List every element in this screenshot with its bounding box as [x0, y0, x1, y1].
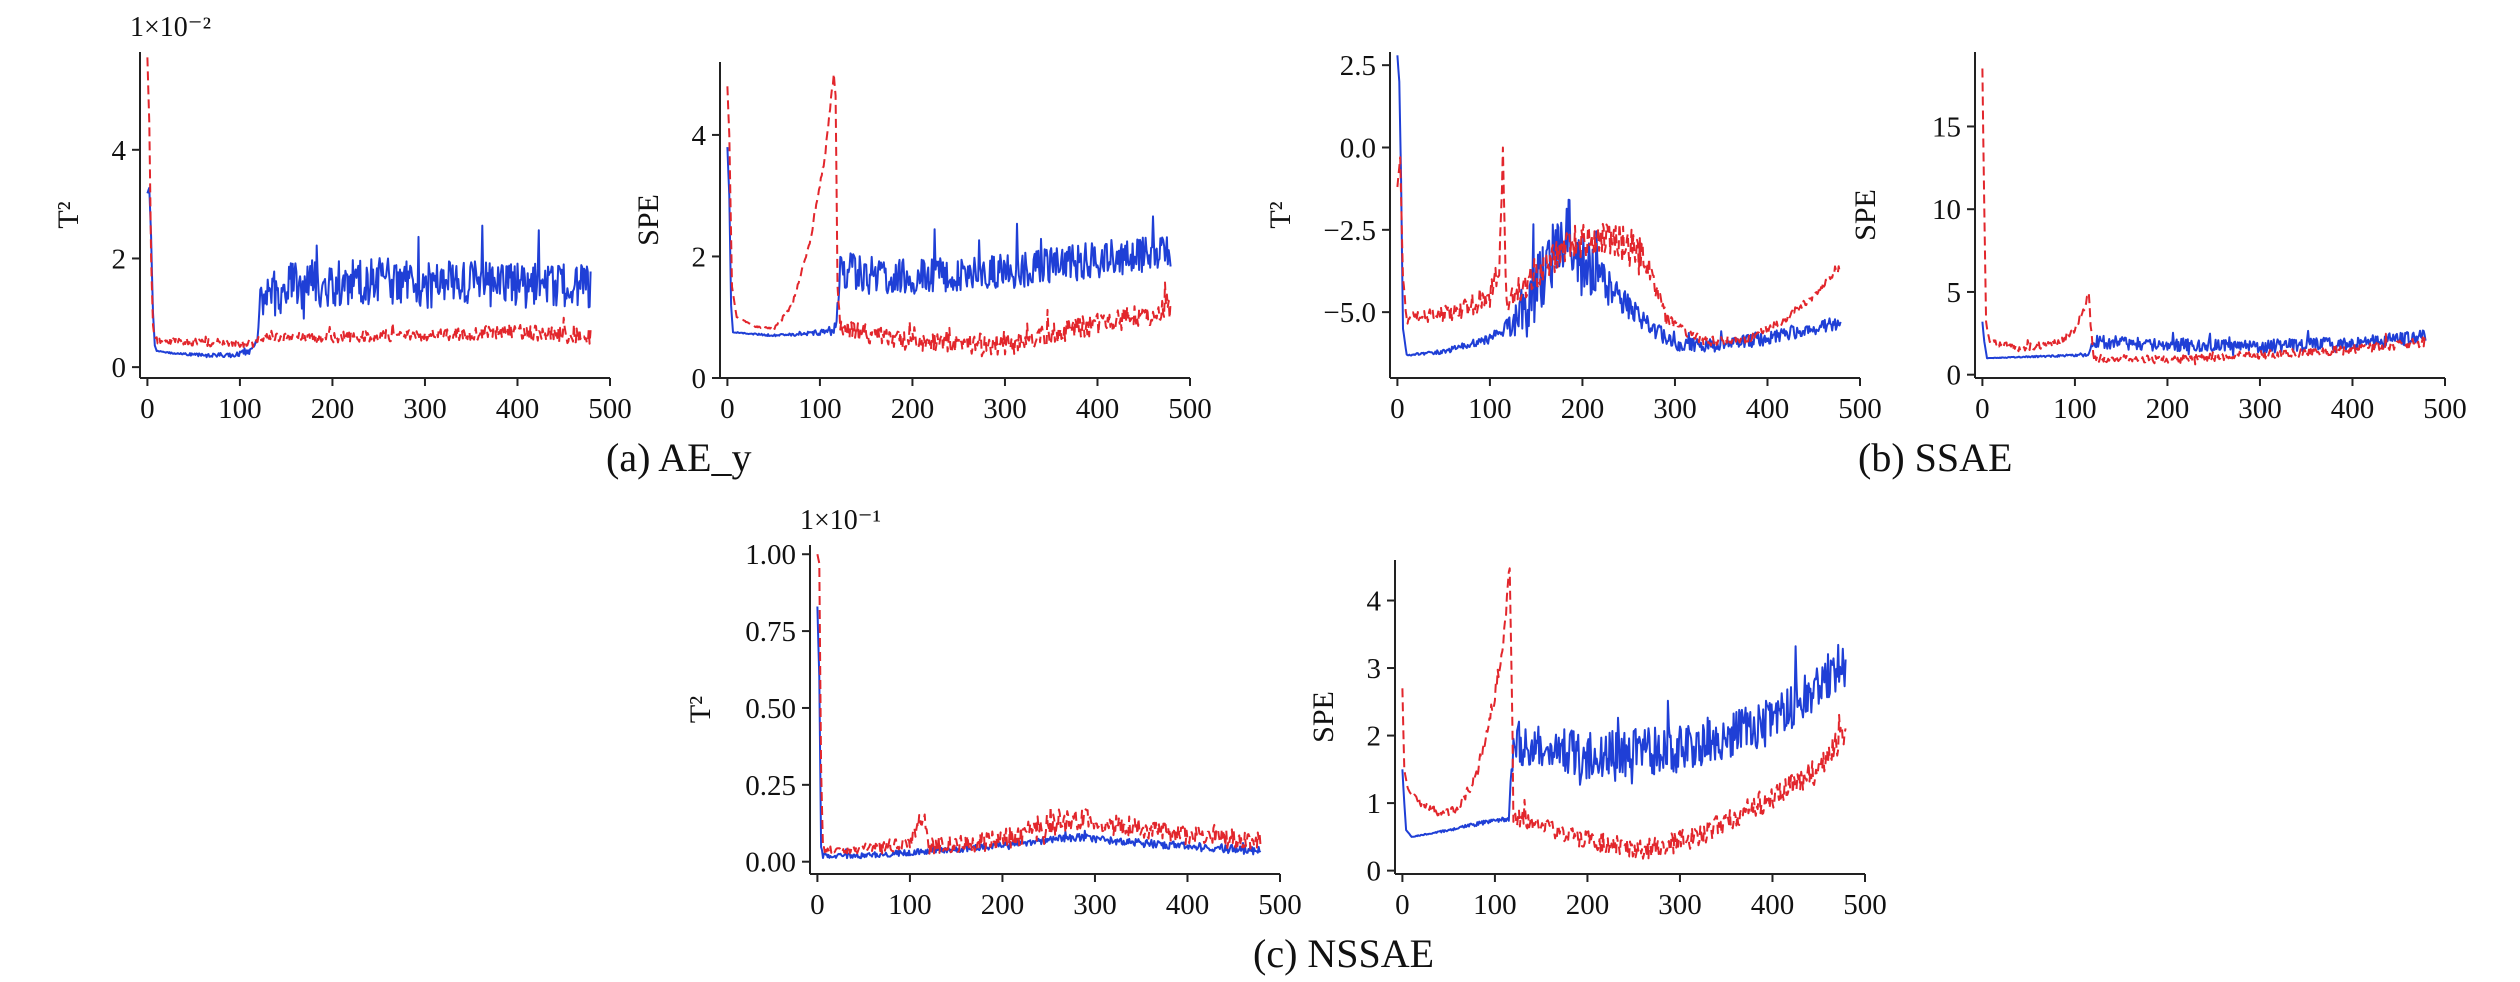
x-tick-label: 100 [1473, 889, 1517, 921]
axis-multiplier: 1×10⁻¹ [800, 505, 881, 536]
x-tick-label: 0 [720, 393, 735, 425]
fault-series-line [1401, 567, 1847, 860]
y-tick-label: 1 [1367, 788, 1382, 820]
normal-series-line [146, 186, 592, 359]
x-tick-label: 300 [403, 393, 447, 425]
x-tick-label: 200 [2146, 393, 2190, 425]
x-tick-label: 400 [1751, 889, 1795, 921]
fault-series-line [1396, 146, 1842, 347]
y-tick-label: 15 [1932, 111, 1961, 143]
caption-nssae: (c) NSSAE [1253, 931, 1435, 976]
y-tick-label: 5 [1947, 277, 1962, 309]
x-tick-label: 300 [1653, 393, 1697, 425]
y-tick-label: 4 [1367, 586, 1382, 618]
x-tick-label: 400 [2331, 393, 2375, 425]
normal-series-line [1401, 643, 1847, 838]
x-tick-label: 500 [1258, 889, 1302, 921]
y-tick-label: 2 [692, 241, 707, 273]
y-tick-label: 2 [112, 243, 127, 275]
x-tick-label: 100 [2053, 393, 2097, 425]
y-tick-label: −2.5 [1323, 215, 1376, 247]
y-axis-label: T² [1264, 201, 1297, 228]
x-tick-label: 200 [311, 393, 355, 425]
y-tick-label: 2 [1367, 721, 1382, 753]
y-tick-label: 0.0 [1340, 132, 1376, 164]
x-tick-label: 0 [1395, 889, 1410, 921]
y-tick-label: 0 [1367, 856, 1382, 888]
y-tick-label: 4 [692, 120, 707, 152]
x-tick-label: 100 [1468, 393, 1512, 425]
x-tick-label: 400 [1746, 393, 1790, 425]
y-tick-label: 0 [692, 363, 707, 395]
y-tick-label: 0.50 [745, 693, 796, 725]
x-tick-label: 500 [1838, 393, 1882, 425]
x-tick-label: 400 [1076, 393, 1120, 425]
x-tick-label: 100 [218, 393, 262, 425]
x-tick-label: 500 [1843, 889, 1887, 921]
x-tick-label: 0 [1975, 393, 1990, 425]
plot-ssae-t2: 0 100 200 300 400 500 −5.0 −2.5 0.0 2.5 T² [1264, 50, 1882, 425]
normal-series-line [1981, 321, 2427, 360]
x-tick-label: 0 [140, 393, 155, 425]
y-tick-label: 4 [112, 135, 127, 167]
caption-ssae: (b) SSAE [1858, 435, 2013, 480]
x-tick-label: 200 [891, 393, 935, 425]
x-tick-label: 0 [810, 889, 825, 921]
y-axis-label: SPE [1307, 691, 1340, 743]
x-tick-label: 300 [983, 393, 1027, 425]
x-tick-label: 200 [981, 889, 1025, 921]
x-tick-label: 500 [588, 393, 632, 425]
x-tick-label: 200 [1566, 889, 1610, 921]
plot-ae-spe: 0 100 200 300 400 500 0 2 4 SPE [632, 62, 1212, 425]
caption-ae-y: (a) AE_y [606, 435, 752, 480]
plot-nssae-spe: 0 100 200 300 400 500 0 1 2 3 4 SPE [1307, 560, 1887, 921]
y-tick-label: 0.75 [745, 616, 796, 648]
fault-series-line [816, 554, 1262, 855]
y-tick-label: 0.00 [745, 847, 796, 879]
normal-series-line [816, 606, 1262, 860]
y-tick-label: 1.00 [745, 539, 796, 571]
x-tick-label: 300 [2238, 393, 2282, 425]
plot-ae-t2: 0 100 200 300 400 500 0 2 4 T² 1×10⁻² [52, 12, 632, 425]
x-tick-label: 300 [1073, 889, 1117, 921]
y-axis-label: SPE [1849, 189, 1882, 241]
y-tick-label: −5.0 [1323, 297, 1376, 329]
x-tick-label: 200 [1561, 393, 1605, 425]
fault-series-line [1981, 68, 2427, 366]
normal-series-line [726, 147, 1172, 338]
y-axis-label: SPE [632, 194, 665, 246]
x-tick-label: 400 [1166, 889, 1210, 921]
x-tick-label: 400 [496, 393, 540, 425]
y-tick-label: 0.25 [745, 770, 796, 802]
plot-ssae-spe: 0 100 200 300 400 500 0 5 10 15 SPE [1849, 52, 2467, 425]
x-tick-label: 300 [1658, 889, 1702, 921]
fault-series-line [726, 72, 1172, 358]
x-tick-label: 100 [798, 393, 842, 425]
x-tick-label: 100 [888, 889, 932, 921]
y-tick-label: 0 [112, 352, 127, 384]
y-tick-label: 3 [1367, 653, 1382, 685]
y-tick-label: 2.5 [1340, 50, 1376, 82]
y-axis-label: T² [52, 201, 85, 228]
x-tick-label: 500 [1168, 393, 1212, 425]
axis-multiplier: 1×10⁻² [130, 12, 211, 43]
x-tick-label: 0 [1390, 393, 1405, 425]
y-tick-label: 0 [1947, 360, 1962, 392]
x-tick-label: 500 [2423, 393, 2467, 425]
plot-nssae-t2: 0 100 200 300 400 500 0.00 0.25 0.50 0.75 1.00 T² 1×… [684, 505, 1302, 921]
y-tick-label: 10 [1932, 194, 1961, 226]
normal-series-line [1396, 55, 1842, 357]
y-axis-label: T² [684, 696, 717, 723]
